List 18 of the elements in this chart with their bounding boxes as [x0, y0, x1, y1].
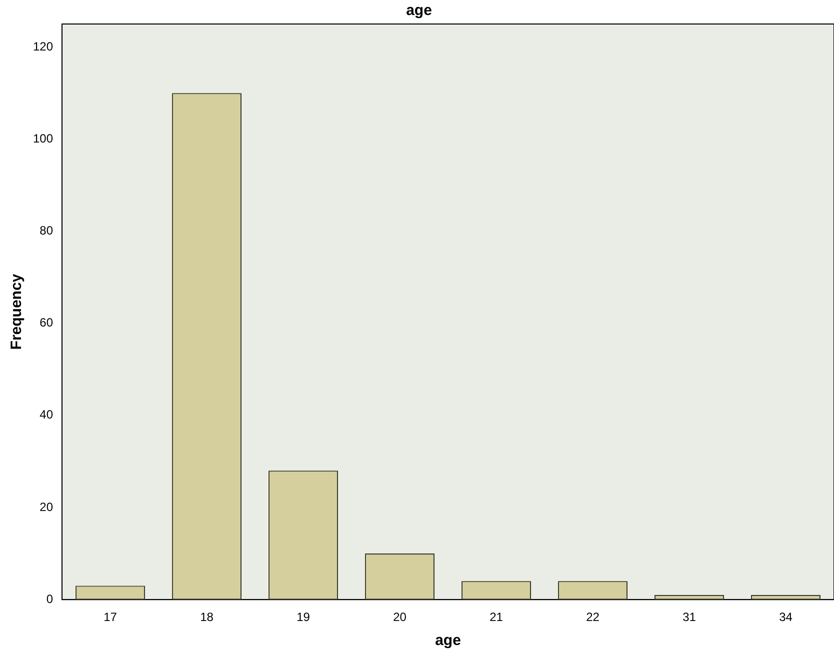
x-tick-label: 34: [779, 610, 793, 624]
y-tick-label: 120: [32, 39, 54, 54]
x-tick-label: 20: [393, 610, 407, 624]
x-tick-label: 21: [490, 610, 504, 624]
x-tick-label: 18: [200, 610, 214, 624]
y-axis-title: Frequency: [8, 273, 26, 350]
x-tick-label: 22: [586, 610, 600, 624]
y-tick-label: 60: [40, 316, 54, 330]
y-tick-label: 100: [32, 131, 54, 146]
y-tick-label: 20: [40, 500, 54, 514]
chart-title: age: [406, 2, 432, 20]
x-tick-label: 31: [682, 610, 696, 624]
y-tick-label: 40: [40, 408, 54, 422]
y-tick-label: 0: [46, 592, 54, 606]
x-axis-title: age: [435, 632, 461, 650]
y-tick-label: 80: [40, 224, 54, 238]
x-tick-label: 19: [296, 610, 310, 624]
x-tick-label: 17: [104, 610, 118, 624]
